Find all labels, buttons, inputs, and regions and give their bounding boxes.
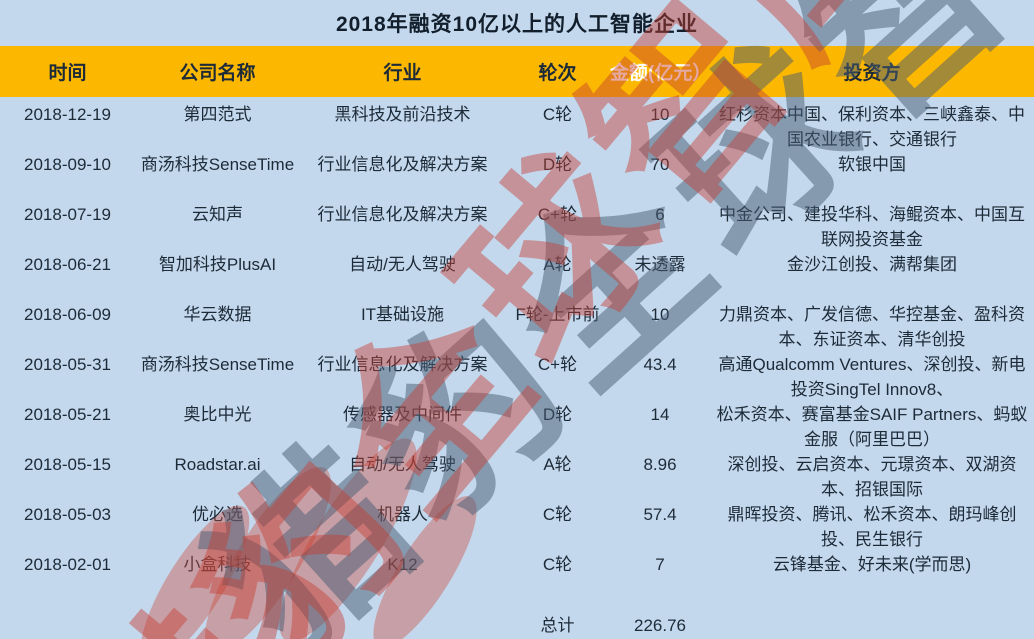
cell-round: C轮 (542, 105, 573, 124)
cell-amount: 10 (650, 105, 670, 124)
cell-round: D轮 (542, 155, 573, 174)
table-row: 2018-05-21 奥比中光 传感器及中间件 D轮 14 松禾资本、赛富基金SAIF P… (0, 397, 1034, 449)
cell-industry: 传感器及中间件 (343, 405, 462, 424)
cell-company: 云知声 (192, 205, 243, 224)
cell-investors: 力鼎资本、广发信德、华控基金、盈科资本、东证资本、清华创投 (719, 305, 1025, 349)
cell-round: F轮-上市前 (515, 305, 600, 324)
cell-date: 2018-05-21 (24, 405, 111, 424)
cell-date: 2018-02-01 (24, 555, 111, 574)
cell-amount: 14 (650, 405, 670, 424)
table-body: 2018-12-19 第四范式 黑科技及前沿技术 C轮 10 红杉资本中国、保利资本、三峡… (0, 97, 1034, 597)
cell-company: 智加科技PlusAI (158, 255, 277, 274)
cell-date: 2018-06-21 (24, 255, 111, 274)
table-row: 2018-05-15 Roadstar.ai 自动/无人驾驶 A轮 8.96 深创投、云启… (0, 447, 1034, 499)
cell-investors: 软银中国 (838, 155, 906, 174)
cell-company: 奥比中光 (183, 405, 252, 424)
total-row: 总计 226.76 (0, 604, 1034, 639)
column-header-amount: 金额(亿元） (610, 63, 712, 84)
cell-amount: 10 (650, 305, 670, 324)
cell-industry: 黑科技及前沿技术 (334, 105, 471, 124)
cell-investors: 云锋基金、好未来(学而思) (772, 555, 972, 574)
table-row: 2018-07-19 云知声 行业信息化及解决方案 C+轮 6 中金公司、建投华科、海鲲资… (0, 197, 1034, 249)
cell-industry: 行业信息化及解决方案 (317, 355, 488, 374)
cell-industry: 行业信息化及解决方案 (317, 205, 488, 224)
table-header: 时间 公司名称 行业 轮次 金额(亿元） 投资方 (0, 46, 1034, 97)
cell-amount: 57.4 (643, 505, 677, 524)
cell-investors: 高通Qualcomm Ventures、深创投、新电投资SingTel Inno… (718, 355, 1026, 399)
cell-industry: IT基础设施 (360, 305, 445, 324)
cell-date: 2018-05-15 (24, 455, 111, 474)
cell-date: 2018-07-19 (24, 205, 111, 224)
cell-round: A轮 (543, 455, 572, 474)
cell-amount: 43.4 (643, 355, 677, 374)
total-label: 总计 (540, 616, 575, 635)
table-row: 2018-12-19 第四范式 黑科技及前沿技术 C轮 10 红杉资本中国、保利资本、三峡… (0, 97, 1034, 149)
column-header-round: 轮次 (538, 63, 577, 84)
cell-company: 华云数据 (183, 305, 252, 324)
column-header-investors: 投资方 (843, 63, 901, 84)
cell-round: D轮 (542, 405, 573, 424)
cell-investors: 中金公司、建投华科、海鲲资本、中国互联网投资基金 (719, 205, 1025, 249)
cell-company: 小盒科技 (183, 555, 252, 574)
page-title: 2018年融资10亿以上的人工智能企业 (335, 13, 699, 36)
cell-date: 2018-12-19 (24, 105, 111, 124)
cell-amount: 6 (655, 205, 665, 224)
column-header-company: 公司名称 (179, 63, 256, 84)
cell-investors: 鼎晖投资、腾讯、松禾资本、朗玛峰创投、民生银行 (727, 505, 1017, 549)
cell-investors: 金沙江创投、满帮集团 (787, 255, 957, 274)
table-row: 2018-02-01 小盒科技 K12 C轮 7 云锋基金、好未来(学而思) (0, 547, 1034, 597)
cell-industry: 自动/无人驾驶 (349, 455, 456, 474)
cell-amount: 70 (650, 155, 670, 174)
cell-company: 第四范式 (183, 105, 252, 124)
table-row: 2018-06-09 华云数据 IT基础设施 F轮-上市前 10 力鼎资本、广发信德、华控… (0, 297, 1034, 349)
cell-round: A轮 (543, 255, 572, 274)
cell-company: 商汤科技SenseTime (140, 155, 295, 174)
cell-industry: K12 (387, 555, 418, 574)
cell-industry: 行业信息化及解决方案 (317, 155, 488, 174)
cell-company: 优必选 (192, 505, 243, 524)
cell-date: 2018-05-03 (24, 505, 111, 524)
cell-investors: 深创投、云启资本、元璟资本、双湖资本、招银国际 (727, 455, 1017, 499)
cell-round: C+轮 (537, 355, 578, 374)
column-header-industry: 行业 (383, 63, 422, 84)
cell-date: 2018-09-10 (24, 155, 111, 174)
column-header-time: 时间 (48, 63, 87, 84)
cell-amount: 7 (655, 555, 665, 574)
cell-round: C轮 (542, 505, 573, 524)
cell-round: C轮 (542, 555, 573, 574)
cell-industry: 机器人 (377, 505, 428, 524)
table-row: 2018-09-10 商汤科技SenseTime 行业信息化及解决方案 D轮 70 软银中… (0, 147, 1034, 197)
cell-date: 2018-05-31 (24, 355, 111, 374)
cell-industry: 自动/无人驾驶 (349, 255, 456, 274)
total-value: 226.76 (634, 616, 686, 635)
cell-date: 2018-06-09 (24, 305, 111, 324)
table-row: 2018-05-31 商汤科技SenseTime 行业信息化及解决方案 C+轮 43.4… (0, 347, 1034, 399)
cell-amount: 8.96 (643, 455, 677, 474)
table-row: 2018-05-03 优必选 机器人 C轮 57.4 鼎晖投资、腾讯、松禾资本、朗玛峰创投… (0, 497, 1034, 549)
cell-company: 商汤科技SenseTime (140, 355, 295, 374)
cell-company: Roadstar.ai (174, 455, 261, 474)
cell-investors: 松禾资本、赛富基金SAIF Partners、蚂蚁金服（阿里巴巴） (716, 405, 1028, 449)
cell-amount: 未透露 (634, 255, 686, 274)
table-row: 2018-06-21 智加科技PlusAI 自动/无人驾驶 A轮 未透露 金沙江创投、满帮… (0, 247, 1034, 297)
cell-round: C+轮 (537, 205, 578, 224)
cell-investors: 红杉资本中国、保利资本、三峡鑫泰、中国农业银行、交通银行 (719, 105, 1025, 149)
